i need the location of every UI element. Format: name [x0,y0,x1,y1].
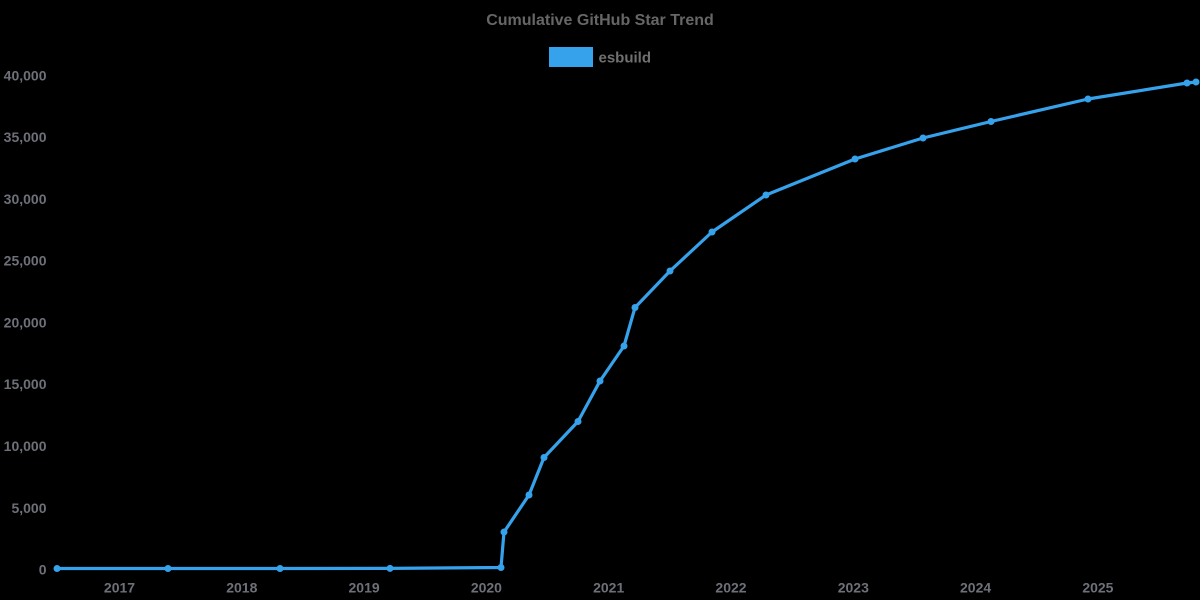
svg-text:5,000: 5,000 [11,500,46,516]
svg-text:2023: 2023 [838,580,869,596]
svg-text:2022: 2022 [715,580,746,596]
svg-text:2021: 2021 [593,580,624,596]
svg-text:20,000: 20,000 [4,315,47,331]
svg-text:Cumulative GitHub Star Trend: Cumulative GitHub Star Trend [486,12,714,29]
svg-text:2020: 2020 [471,580,502,596]
svg-text:10,000: 10,000 [4,438,47,454]
svg-text:15,000: 15,000 [4,376,47,392]
svg-text:2019: 2019 [349,580,380,596]
svg-text:35,000: 35,000 [4,129,47,145]
svg-text:30,000: 30,000 [4,191,47,207]
svg-text:2018: 2018 [226,580,257,596]
svg-text:2025: 2025 [1082,580,1113,596]
svg-text:40,000: 40,000 [4,67,47,83]
svg-text:0: 0 [39,562,47,578]
svg-text:25,000: 25,000 [4,253,47,269]
svg-text:2024: 2024 [960,580,991,596]
svg-text:esbuild: esbuild [599,50,652,67]
svg-text:2017: 2017 [104,580,135,596]
